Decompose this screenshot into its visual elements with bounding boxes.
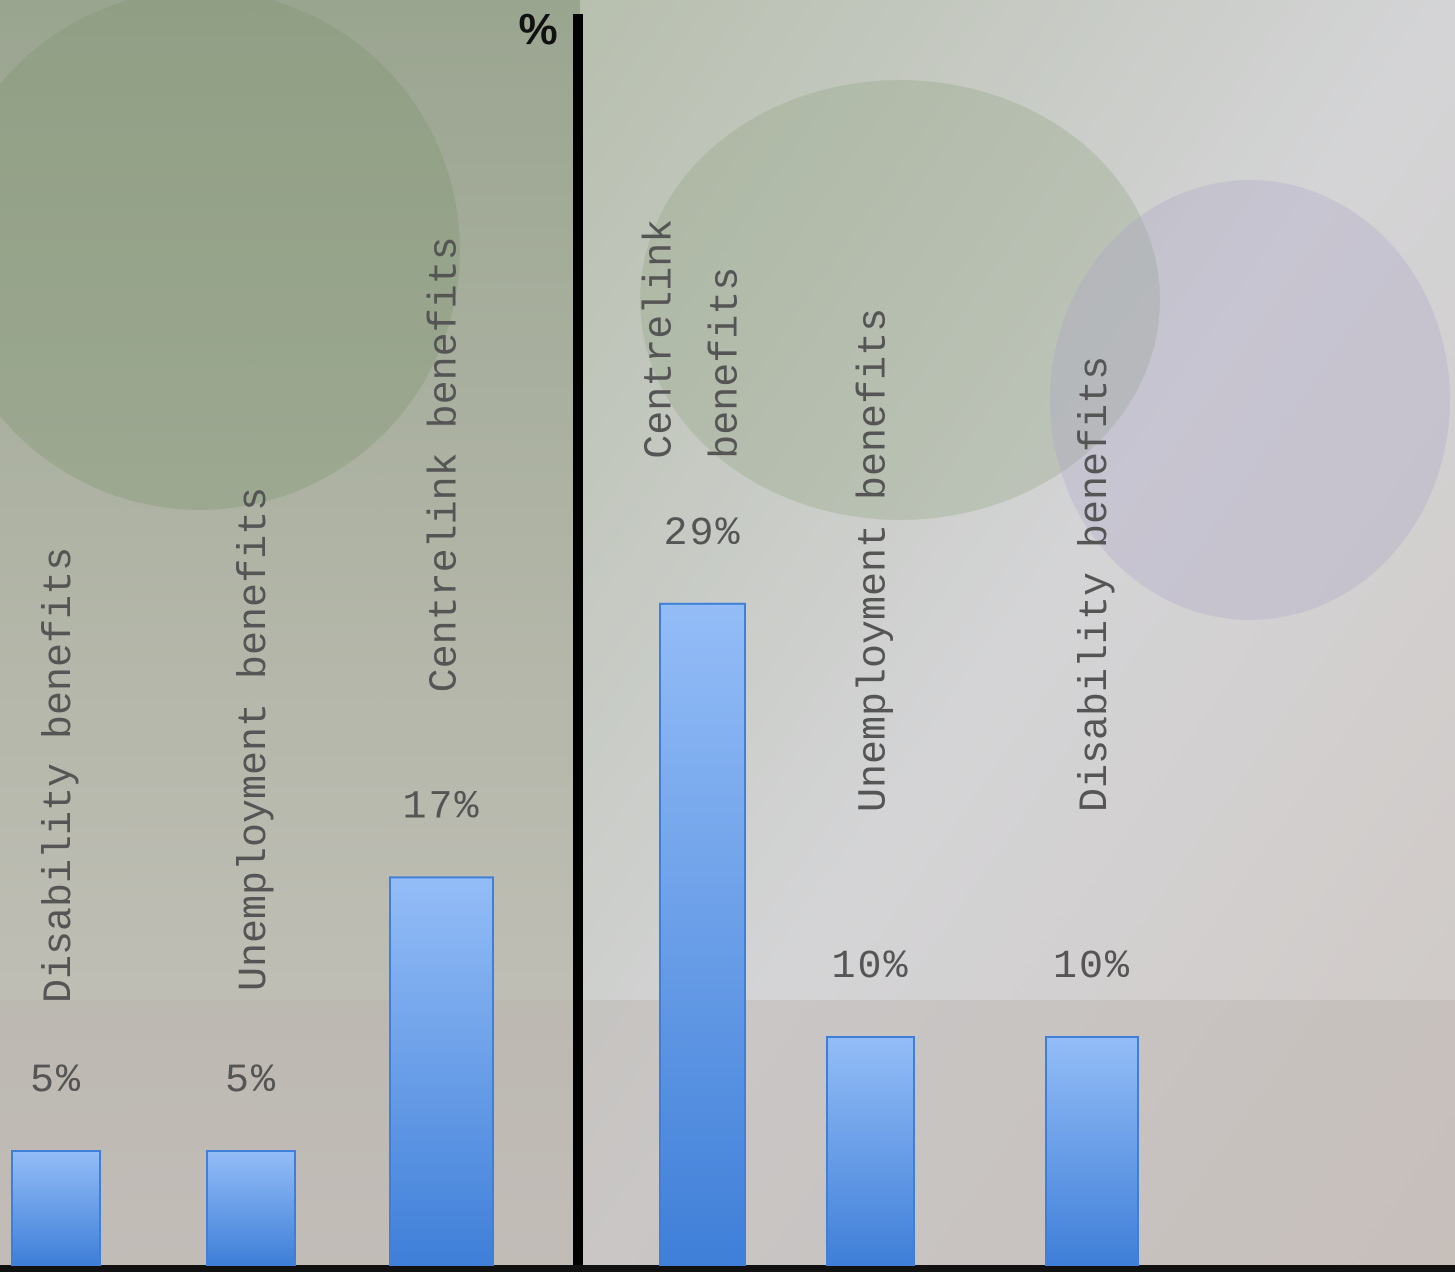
bar — [659, 602, 746, 1266]
value-label: 5% — [30, 1059, 82, 1104]
value-label: 5% — [225, 1059, 277, 1104]
category-label: Centrelink benefits — [639, 195, 750, 459]
value-label: 10% — [1053, 945, 1131, 990]
category-label: Centrelink benefits — [424, 236, 469, 692]
tree-shade — [640, 80, 1160, 520]
category-label: Disability benefits — [1074, 356, 1119, 812]
bar — [11, 1150, 101, 1266]
tree-shade — [0, 0, 460, 510]
category-label: Unemployment benefits — [853, 308, 898, 812]
divider — [573, 14, 583, 1272]
bar — [1045, 1036, 1139, 1266]
category-label: Unemployment benefits — [233, 487, 278, 991]
bar — [389, 876, 494, 1267]
value-label: 29% — [663, 512, 741, 557]
category-label-line: Centrelink — [639, 195, 684, 459]
tree-shade — [1050, 180, 1450, 620]
unit-label: % — [518, 5, 557, 54]
bar — [206, 1150, 296, 1266]
baseline — [0, 1265, 1455, 1272]
bar — [826, 1036, 915, 1266]
category-label-line: benefits — [705, 267, 750, 459]
value-label: 17% — [402, 785, 480, 830]
category-label: Disability benefits — [38, 547, 83, 1003]
value-label: 10% — [831, 945, 909, 990]
